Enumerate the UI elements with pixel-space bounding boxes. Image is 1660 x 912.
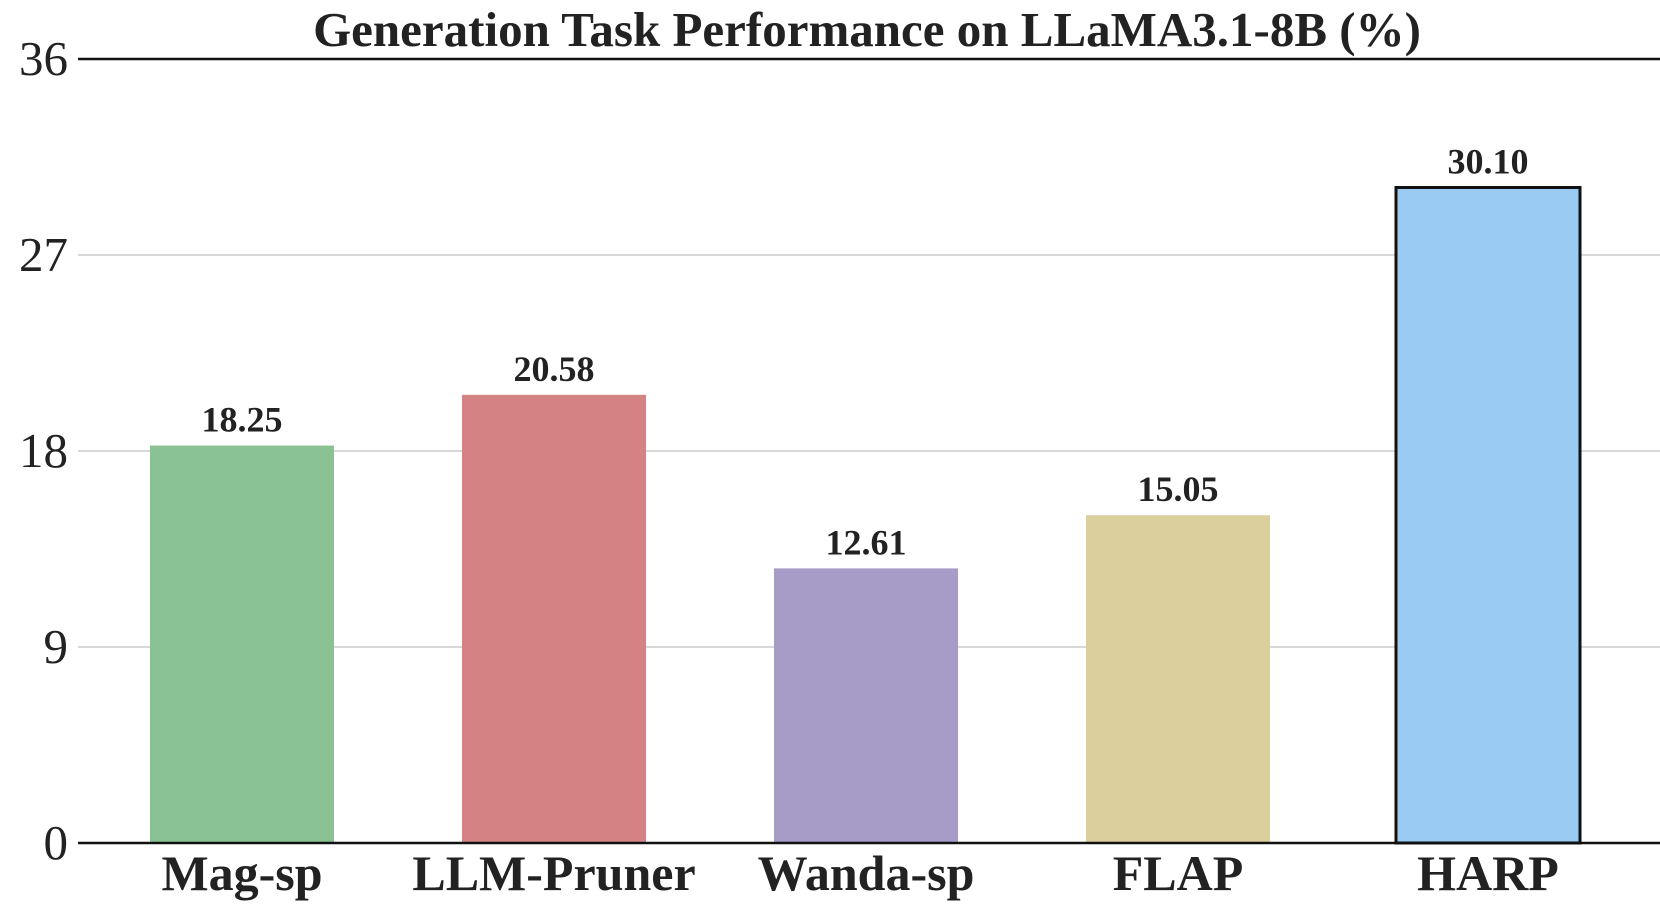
data-label: 30.10 [1448, 141, 1529, 181]
y-tick-label: 18 [19, 423, 68, 478]
x-tick-label: HARP [1417, 845, 1559, 901]
bar-mag-sp [150, 445, 334, 843]
data-label: 18.25 [202, 400, 283, 440]
chart-title: Generation Task Performance on LLaMA3.1-… [313, 2, 1421, 57]
data-label: 15.05 [1138, 469, 1219, 509]
bar-llm-pruner [462, 394, 646, 843]
x-tick-label: LLM-Pruner [412, 845, 695, 901]
bar-wanda-sp [774, 568, 958, 843]
data-label: 12.61 [826, 522, 907, 562]
data-label: 20.58 [514, 349, 595, 389]
bar-harp [1394, 185, 1582, 845]
y-tick-label: 9 [44, 619, 69, 674]
x-tick-label: Wanda-sp [758, 845, 975, 901]
y-tick-label: 36 [19, 31, 68, 86]
y-tick-label: 0 [44, 815, 69, 870]
y-tick-label: 27 [19, 227, 68, 282]
x-tick-label: Mag-sp [161, 845, 322, 901]
labels: 0 9 18 27 36 18.25 Mag-sp 20.58 LLM-Pruner 12.61 W… [19, 31, 1559, 901]
bar-flap [1086, 515, 1270, 843]
bars [150, 185, 1582, 845]
x-tick-label: FLAP [1113, 845, 1244, 901]
axes [78, 57, 1660, 845]
